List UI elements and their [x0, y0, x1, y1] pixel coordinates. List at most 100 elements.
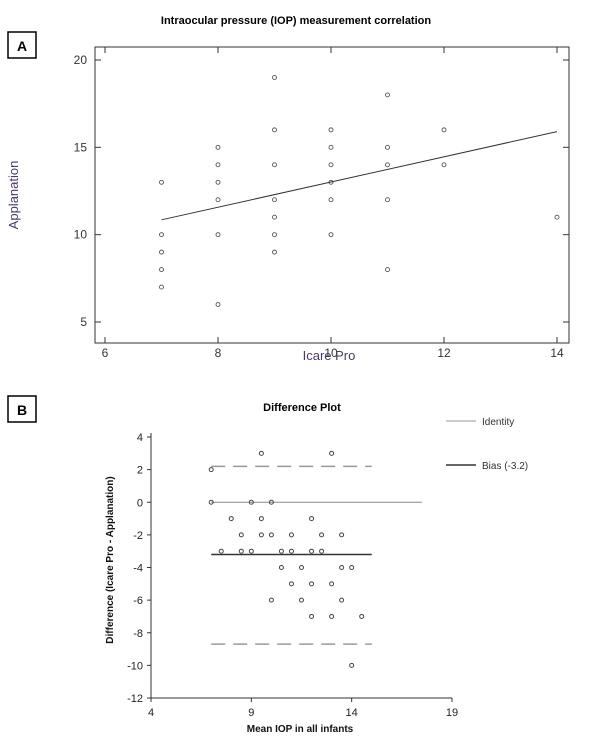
- chart-a-point: [328, 232, 334, 238]
- chart-b-point: [268, 532, 274, 538]
- chart-b-xtick-label: 9: [248, 707, 254, 719]
- chart-a-point: [328, 144, 334, 150]
- chart-b-ylabel: Difference (Icare Pro - Applanation): [105, 476, 116, 643]
- chart-a-xtick-label: 6: [102, 346, 109, 360]
- panel-b-label-box: [7, 395, 37, 423]
- chart-a-point: [385, 92, 390, 98]
- chart-a-ytick-label: 15: [74, 140, 88, 154]
- chart-a: 6 8 10 12 14 5 10 15 20 Icare Pro Applanation: [6, 46, 570, 363]
- chart-a-xlabel: Icare Pro: [303, 348, 356, 363]
- chart-b-ytick-label: 4: [137, 432, 143, 444]
- chart-b-point: [309, 613, 315, 619]
- chart-b-point: [288, 548, 294, 554]
- chart-a-point: [215, 302, 221, 307]
- chart-a-point: [272, 214, 277, 220]
- chart-b-ytick-label: -10: [127, 660, 143, 672]
- chart-b-point: [258, 516, 264, 522]
- chart-b-point: [339, 532, 345, 538]
- chart-b-points: [208, 450, 365, 668]
- chart-b-point: [329, 581, 335, 587]
- chart-b-point: [268, 597, 274, 603]
- legend-bias-label: Bias (-3.2): [482, 461, 528, 472]
- chart-a-point: [159, 179, 164, 185]
- chart-a-xtick-label: 8: [215, 346, 222, 360]
- chart-a-xtick-label: 10: [324, 346, 338, 360]
- chart-b-point: [329, 450, 335, 456]
- chart-b-xtick-label: 19: [446, 707, 458, 719]
- chart-a-point: [272, 75, 277, 80]
- chart-b-point: [299, 597, 304, 603]
- chart-b-ytick-label: 0: [137, 497, 143, 509]
- chart-b-point: [319, 532, 325, 538]
- chart-a-point: [441, 162, 447, 168]
- chart-b: 4 9 14 19 -12 -10 -8 -6 -4 -2 0 2 4 Mean IOP in all …: [105, 417, 528, 735]
- chart-a-points: [159, 75, 560, 307]
- chart-b-ytick-label: -6: [133, 595, 143, 607]
- chart-a-point: [554, 214, 560, 220]
- chart-b-point: [228, 516, 234, 522]
- chart-b-xlabel: Mean IOP in all infants: [247, 724, 354, 735]
- chart-b-point: [349, 662, 355, 668]
- chart-a-frame: [94, 46, 570, 344]
- chart-b-point: [208, 499, 214, 505]
- chart-b-point: [299, 565, 304, 570]
- chart-b-point: [359, 613, 365, 619]
- chart-b-point: [288, 581, 294, 587]
- chart-a-point: [159, 284, 164, 290]
- chart-b-ytick-label: -2: [133, 530, 143, 542]
- chart-b-ytick-label: -8: [133, 628, 143, 640]
- chart-a-ytick-label: 20: [74, 53, 88, 67]
- chart-a-point: [272, 127, 277, 133]
- chart-a-point: [328, 162, 334, 168]
- chart-a-point: [215, 144, 221, 150]
- chart-a-point: [272, 197, 277, 203]
- chart-a-point: [159, 249, 164, 255]
- chart-b-ytick-label: -12: [127, 693, 143, 705]
- chart-a-point: [215, 179, 221, 185]
- chart-b-point: [258, 450, 264, 456]
- chart-b-point: [238, 532, 244, 538]
- chart-a-point: [215, 197, 221, 203]
- chart-b-point: [329, 613, 335, 619]
- chart-a-point: [385, 267, 390, 273]
- chart-a-point: [159, 267, 164, 273]
- chart-b-xtick-label: 4: [148, 707, 154, 719]
- chart-b-point: [268, 499, 274, 505]
- chart-b-title: Difference Plot: [263, 402, 341, 414]
- chart-b-point: [208, 467, 214, 473]
- chart-b-point: [238, 548, 244, 554]
- chart-b-ytick-label: -4: [133, 563, 143, 575]
- chart-a-ytick-label: 10: [74, 228, 88, 242]
- chart-a-ylabel: Applanation: [6, 161, 21, 230]
- chart-a-fit-line: [161, 131, 558, 221]
- chart-b-point: [278, 548, 284, 554]
- chart-a-xtick-label: 14: [550, 346, 564, 360]
- chart-b-point: [339, 565, 345, 570]
- chart-a-point: [385, 197, 390, 203]
- chart-b-point: [309, 516, 315, 522]
- chart-a-point: [328, 127, 334, 133]
- chart-b-point: [309, 548, 315, 554]
- chart-b-point: [218, 548, 224, 554]
- chart-a-xtick-label: 12: [437, 346, 451, 360]
- chart-b-point: [349, 565, 355, 570]
- panel-b-label: B: [17, 402, 27, 418]
- chart-a-point: [441, 127, 447, 133]
- chart-a-point: [272, 249, 277, 255]
- figure-title: Intraocular pressure (IOP) measurement c…: [161, 15, 431, 27]
- chart-b-point: [258, 532, 264, 538]
- legend-identity-label: Identity: [482, 417, 514, 428]
- chart-b-ticks: 4 9 14 19 -12 -10 -8 -6 -4 -2 0 2 4: [127, 432, 458, 719]
- chart-a-point: [328, 197, 334, 203]
- panel-a-label: A: [17, 38, 27, 54]
- chart-b-point: [309, 581, 315, 587]
- panel-a-label-box: [7, 31, 37, 59]
- chart-b-point: [248, 499, 254, 505]
- chart-a-point: [385, 162, 390, 168]
- chart-a-point: [215, 162, 221, 168]
- chart-a-point: [159, 232, 164, 238]
- chart-b-legend: Identity Bias (-3.2): [446, 417, 528, 472]
- chart-a-point: [272, 162, 277, 168]
- chart-b-xtick-label: 14: [346, 707, 358, 719]
